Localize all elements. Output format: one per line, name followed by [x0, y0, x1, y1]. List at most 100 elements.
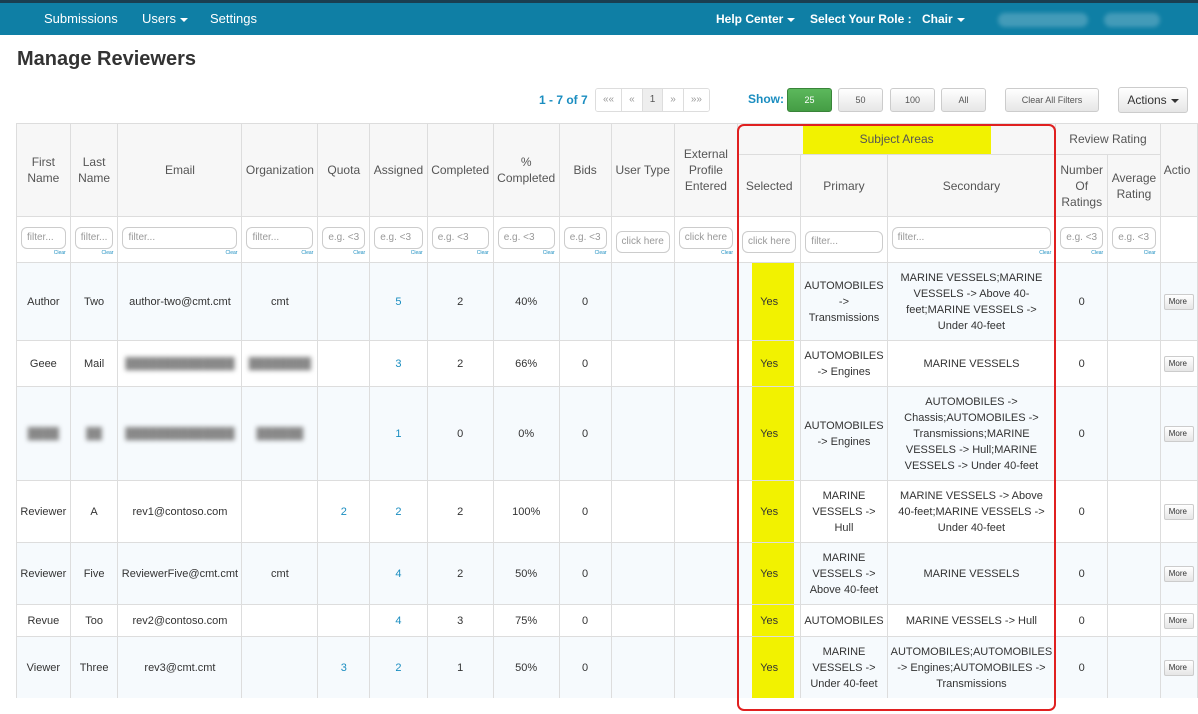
pager-page-1[interactable]: 1 [642, 89, 664, 111]
filter-cell: e.g. <3 Clear [369, 216, 428, 263]
selected-value: Yes [760, 357, 779, 370]
filter-quota-input[interactable]: e.g. <3 [322, 226, 366, 249]
cell-external-profile [673, 480, 739, 543]
more-button[interactable]: More [1163, 504, 1194, 520]
more-button[interactable]: More [1163, 426, 1194, 442]
assigned-link[interactable]: 5 [395, 295, 402, 308]
filter-pct-completed-input[interactable]: e.g. <3 [497, 226, 555, 249]
clear-last-name-link[interactable]: Clear [101, 249, 114, 256]
cell-pct-completed: 0% [492, 386, 560, 481]
clear-email-link[interactable]: Clear [225, 249, 238, 256]
header-organization[interactable]: Organization [241, 123, 319, 217]
cell-quota [317, 340, 371, 387]
more-button[interactable]: More [1163, 566, 1194, 582]
cell-selected: Yes [737, 340, 802, 387]
clear-all-filters-button[interactable]: Clear All Filters [1005, 88, 1099, 112]
pager-prev-button[interactable]: « [622, 89, 643, 111]
cell-external-profile [673, 340, 739, 387]
header-bids[interactable]: Bids [558, 123, 612, 217]
more-button[interactable]: More [1163, 613, 1194, 629]
header-selected[interactable]: Selected [737, 154, 802, 217]
filter-selected-input[interactable]: click here [742, 230, 797, 253]
cell-secondary: MARINE VESSELS -> Above 40-feet;MARINE V… [886, 480, 1057, 543]
filter-cell [1159, 216, 1198, 263]
cell-primary: AUTOMOBILES [800, 604, 888, 637]
quota-link[interactable]: 2 [340, 505, 347, 518]
clear-pct-completed-link[interactable]: Clear [542, 249, 555, 256]
filter-first-name-input[interactable]: filter... [21, 226, 66, 249]
pager-first-button[interactable]: «« [596, 89, 623, 111]
assigned-link[interactable]: 3 [395, 357, 402, 370]
pager-next-button[interactable]: » [663, 89, 684, 111]
filter-last-name-input[interactable]: filter... [74, 226, 114, 249]
header-primary[interactable]: Primary [800, 154, 888, 217]
user-name-redacted[interactable] [998, 13, 1088, 27]
clear-secondary-link[interactable]: Clear [1039, 249, 1052, 256]
filter-external-profile-input[interactable]: click here [678, 226, 734, 249]
clear-external-profile-link[interactable]: Clear [721, 249, 734, 256]
selected-highlight [752, 605, 795, 636]
filter-organization-input[interactable]: filter... [246, 226, 314, 249]
filter-number-of-ratings-input[interactable]: e.g. <3 [1060, 226, 1104, 249]
actions-dropdown-button[interactable]: Actions [1118, 87, 1188, 113]
cell-organization [241, 636, 319, 698]
clear-assigned-link[interactable]: Clear [410, 249, 423, 256]
clear-bids-link[interactable]: Clear [594, 249, 607, 256]
nav-settings[interactable]: Settings [210, 11, 257, 26]
assigned-link[interactable]: 2 [395, 505, 402, 518]
header-secondary[interactable]: Secondary [886, 154, 1057, 217]
clear-number-of-ratings-link[interactable]: Clear [1091, 249, 1104, 256]
role-dropdown[interactable]: Chair [922, 3, 965, 35]
clear-organization-link[interactable]: Clear [301, 249, 314, 256]
clear-completed-link[interactable]: Clear [476, 249, 489, 256]
filter-secondary-input[interactable]: filter... [891, 226, 1052, 249]
filter-assigned-input[interactable]: e.g. <3 [374, 226, 423, 249]
chevron-down-icon [956, 17, 965, 22]
cell-actions: More [1159, 480, 1198, 543]
cell-first-name: Geee [16, 340, 71, 387]
header-external-profile[interactable]: External Profile Entered [673, 123, 739, 217]
assigned-link[interactable]: 1 [395, 427, 402, 440]
header-pct-completed[interactable]: % Completed [492, 123, 560, 217]
more-button[interactable]: More [1163, 660, 1194, 676]
filter-average-rating-input[interactable]: e.g. <3 [1112, 226, 1156, 249]
header-email[interactable]: Email [117, 123, 243, 217]
clear-average-rating-link[interactable]: Clear [1143, 249, 1156, 256]
header-average-rating[interactable]: Average Rating [1107, 154, 1161, 217]
filter-completed-input[interactable]: e.g. <3 [431, 226, 489, 249]
cell-selected: Yes [737, 480, 802, 543]
show-all-button[interactable]: All [941, 88, 986, 112]
user-menu-redacted[interactable] [1104, 13, 1160, 27]
nav-submissions[interactable]: Submissions [44, 11, 118, 26]
header-first-name[interactable]: First Name [16, 123, 71, 217]
assigned-link[interactable]: 4 [395, 567, 402, 580]
pager-last-button[interactable]: »» [683, 89, 709, 111]
assigned-link[interactable]: 2 [395, 661, 402, 674]
nav-users[interactable]: Users [142, 3, 188, 35]
role-dropdown-label: Chair [922, 12, 953, 26]
header-user-type[interactable]: User Type [610, 123, 675, 217]
show-50-button[interactable]: 50 [838, 88, 883, 112]
header-number-of-ratings[interactable]: Number Of Ratings [1055, 154, 1109, 217]
nav-help-center[interactable]: Help Center [716, 3, 796, 35]
clear-first-name-link[interactable]: Clear [53, 249, 66, 256]
show-25-button[interactable]: 25 [787, 88, 832, 112]
cell-quota [317, 604, 371, 637]
cell-bids: 0 [558, 636, 612, 698]
header-assigned[interactable]: Assigned [369, 123, 428, 217]
header-last-name[interactable]: Last Name [69, 123, 119, 217]
cell-email: ██████████████ [117, 386, 243, 481]
header-quota[interactable]: Quota [317, 123, 371, 217]
header-completed[interactable]: Completed [426, 123, 494, 217]
assigned-link[interactable]: 4 [395, 614, 402, 627]
filter-bids-input[interactable]: e.g. <3 [563, 226, 607, 249]
filter-user-type-input[interactable]: click here [615, 230, 670, 253]
clear-quota-link[interactable]: Clear [353, 249, 366, 256]
quota-link[interactable]: 3 [340, 661, 347, 674]
show-100-button[interactable]: 100 [890, 88, 935, 112]
filter-primary-input[interactable]: filter... [805, 230, 883, 253]
filter-email-input[interactable]: filter... [122, 226, 238, 249]
more-button[interactable]: More [1163, 294, 1194, 310]
cell-user-type [610, 340, 675, 387]
more-button[interactable]: More [1163, 356, 1194, 372]
